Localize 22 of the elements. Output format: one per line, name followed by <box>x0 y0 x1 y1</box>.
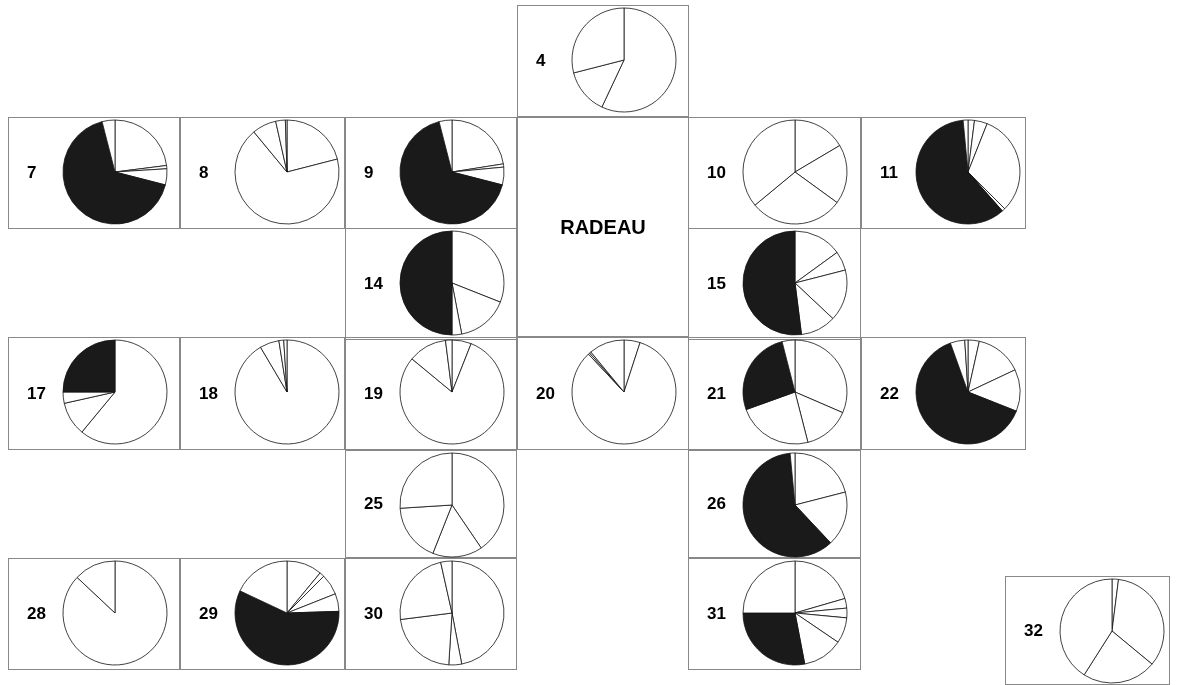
text: 11 <box>880 163 898 183</box>
text: 17 <box>27 383 46 404</box>
text: 4 <box>536 51 546 71</box>
text: 25 <box>364 494 383 514</box>
text: 30 <box>364 604 383 624</box>
text: 29 <box>199 604 218 624</box>
text: 28 <box>27 604 46 624</box>
text: 18 <box>199 383 218 404</box>
text: 14 <box>364 274 383 294</box>
text: 20 <box>536 383 555 404</box>
text: RADEAU <box>560 215 646 239</box>
text: 22 <box>880 383 899 404</box>
text: 7 <box>27 163 37 183</box>
text: 9 <box>364 163 374 183</box>
text: 15 <box>707 274 726 294</box>
text: 10 <box>707 163 726 183</box>
text: 31 <box>707 604 726 624</box>
text: 32 <box>1024 620 1043 641</box>
text: 19 <box>364 383 383 404</box>
text: 8 <box>199 163 209 183</box>
text: 21 <box>707 383 726 404</box>
text: 26 <box>707 494 726 514</box>
